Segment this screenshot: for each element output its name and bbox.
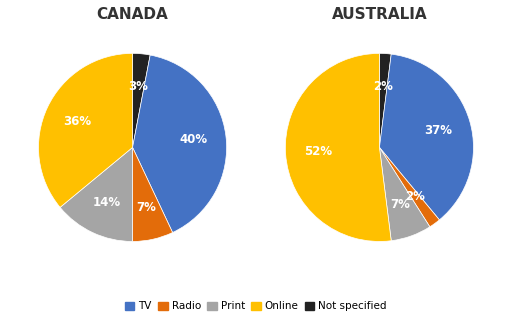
Legend: TV, Radio, Print, Online, Not specified: TV, Radio, Print, Online, Not specified: [121, 297, 391, 316]
Wedge shape: [133, 147, 173, 241]
Wedge shape: [379, 53, 391, 147]
Text: 37%: 37%: [424, 124, 452, 137]
Title: CANADA: CANADA: [97, 7, 168, 22]
Wedge shape: [285, 53, 391, 241]
Text: 40%: 40%: [179, 133, 207, 146]
Wedge shape: [379, 147, 430, 241]
Text: 52%: 52%: [304, 145, 332, 158]
Text: 7%: 7%: [136, 201, 156, 214]
Wedge shape: [60, 147, 133, 241]
Wedge shape: [379, 147, 439, 227]
Text: 2%: 2%: [373, 80, 393, 93]
Wedge shape: [133, 55, 227, 233]
Text: 2%: 2%: [406, 191, 425, 203]
Text: 3%: 3%: [129, 80, 148, 93]
Wedge shape: [38, 53, 133, 207]
Text: 14%: 14%: [93, 196, 121, 209]
Wedge shape: [379, 54, 474, 220]
Title: AUSTRALIA: AUSTRALIA: [332, 7, 427, 22]
Wedge shape: [133, 53, 150, 147]
Text: 36%: 36%: [63, 115, 91, 128]
Text: 7%: 7%: [390, 198, 410, 212]
